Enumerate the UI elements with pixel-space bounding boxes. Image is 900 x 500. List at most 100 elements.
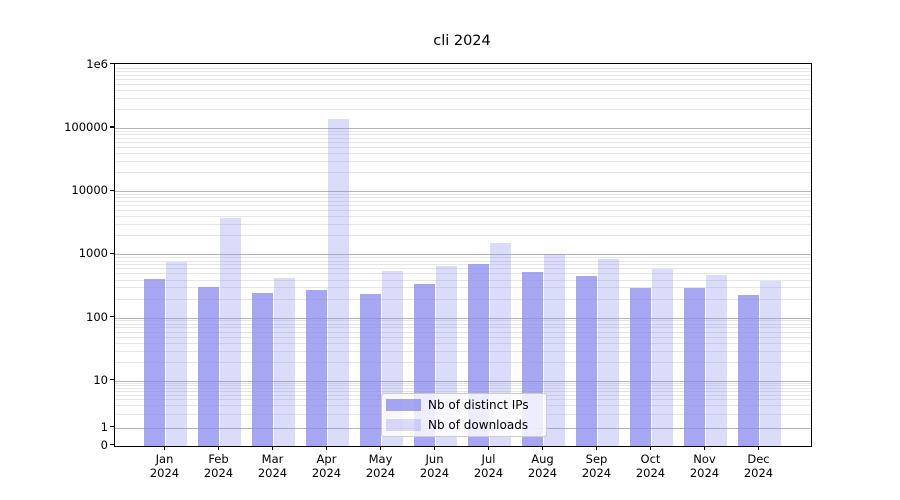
gridline-minor	[115, 153, 811, 155]
y-tick-label: 1	[100, 419, 108, 434]
x-tick-label: Jan 2024	[149, 452, 180, 480]
gridline-minor	[115, 385, 811, 387]
gridline-major	[115, 191, 811, 193]
x-tick-mark	[325, 446, 328, 450]
gridline-minor	[115, 279, 811, 281]
bar-downloads-sep	[597, 258, 620, 446]
y-tick-label: 100	[86, 309, 108, 324]
gridline-minor	[115, 78, 811, 80]
x-tick-label: May 2024	[365, 452, 396, 480]
x-tick-label: Jun 2024	[419, 452, 450, 480]
bar-downloads-feb	[219, 218, 242, 446]
y-tick-label: 0	[100, 437, 108, 452]
x-tick-mark	[217, 446, 220, 450]
gridline-minor	[115, 205, 811, 207]
gridline-major	[115, 380, 811, 382]
gridline-major	[115, 128, 811, 129]
gridline-major	[115, 254, 811, 256]
x-tick-mark	[757, 446, 760, 450]
bar-ips-oct	[629, 288, 652, 446]
x-tick-mark	[271, 446, 274, 450]
y-tick-label: 1000	[78, 246, 108, 261]
gridline-minor	[115, 264, 811, 266]
x-tick-label: Apr 2024	[311, 452, 342, 480]
gridline-minor	[115, 147, 811, 149]
y-tick-label: 10	[93, 372, 108, 387]
bar-downloads-jan	[165, 262, 188, 446]
x-tick-mark	[379, 446, 382, 450]
gridline-minor	[115, 235, 811, 237]
gridline-minor	[115, 257, 811, 259]
gridline-minor	[115, 137, 811, 139]
x-tick-mark	[433, 446, 436, 450]
plot-area	[114, 63, 812, 447]
y-tick-mark	[110, 443, 114, 446]
legend-label: Nb of downloads	[428, 418, 529, 432]
gridline-minor	[115, 260, 811, 262]
gridline-minor	[115, 382, 811, 384]
bar-downloads-nov	[705, 275, 728, 446]
gridline-minor	[115, 342, 811, 344]
legend-swatch-downloads	[386, 419, 421, 431]
y-tick-label: 10000	[71, 183, 108, 198]
gridline-minor	[115, 327, 811, 329]
gridline-minor	[115, 350, 811, 352]
gridline-minor	[115, 130, 811, 132]
y-tick-mark	[110, 189, 114, 191]
gridline-minor	[115, 268, 811, 270]
x-tick-mark	[541, 446, 544, 450]
legend: Nb of distinct IPs Nb of downloads	[381, 393, 547, 437]
x-tick-mark	[487, 446, 490, 450]
gridline-minor	[115, 320, 811, 322]
bar-ips-mar	[251, 293, 274, 446]
x-tick-label: Sep 2024	[581, 452, 612, 480]
x-tick-mark	[595, 446, 598, 450]
x-tick-label: Aug 2024	[527, 452, 558, 480]
bar-ips-apr	[305, 290, 328, 446]
bar-ips-sep	[575, 276, 598, 446]
gridline-minor	[115, 83, 811, 85]
gridline-minor	[115, 336, 811, 338]
gridline-minor	[115, 134, 811, 136]
x-tick-label: Nov 2024	[689, 452, 720, 480]
legend-swatch-distinct-ips	[386, 399, 421, 411]
x-tick-mark	[703, 446, 706, 450]
y-tick-mark	[110, 252, 114, 254]
bar-ips-nov	[683, 287, 706, 446]
gridline-minor	[115, 391, 811, 393]
legend-entry-downloads: Nb of downloads	[386, 416, 546, 434]
gridline-minor	[115, 224, 811, 226]
y-tick-mark	[110, 126, 114, 128]
gridline-minor	[115, 194, 811, 196]
y-tick-mark	[110, 379, 114, 381]
y-tick-label: 1e6	[86, 56, 108, 71]
bar-downloads-mar	[273, 278, 296, 446]
gridline-minor	[115, 197, 811, 199]
gridline-minor	[115, 200, 811, 202]
bar-downloads-oct	[651, 269, 674, 446]
y-tick-mark	[110, 426, 114, 428]
x-tick-label: Oct 2024	[635, 452, 666, 480]
x-tick-mark	[163, 446, 166, 450]
gridline-minor	[115, 142, 811, 144]
gridline-minor	[115, 388, 811, 390]
gridline-minor	[115, 67, 811, 69]
bar-ips-feb	[197, 287, 220, 446]
x-tick-label: Dec 2024	[743, 452, 774, 480]
bar-ips-dec	[737, 294, 760, 446]
gridline-minor	[115, 210, 811, 212]
gridline-minor	[115, 108, 811, 110]
legend-entry-distinct-ips: Nb of distinct IPs	[386, 396, 546, 414]
x-tick-label: Mar 2024	[257, 452, 288, 480]
legend-label: Nb of distinct IPs	[428, 398, 529, 412]
bar-ips-may	[359, 294, 382, 446]
x-tick-label: Feb 2024	[203, 452, 234, 480]
gridline-minor	[115, 273, 811, 275]
gridline-minor	[115, 172, 811, 174]
y-tick-mark	[110, 316, 114, 318]
gridline-minor	[115, 287, 811, 289]
gridline-minor	[115, 216, 811, 218]
gridline-minor	[115, 97, 811, 99]
gridline-minor	[115, 323, 811, 325]
gridline-minor	[115, 74, 811, 76]
